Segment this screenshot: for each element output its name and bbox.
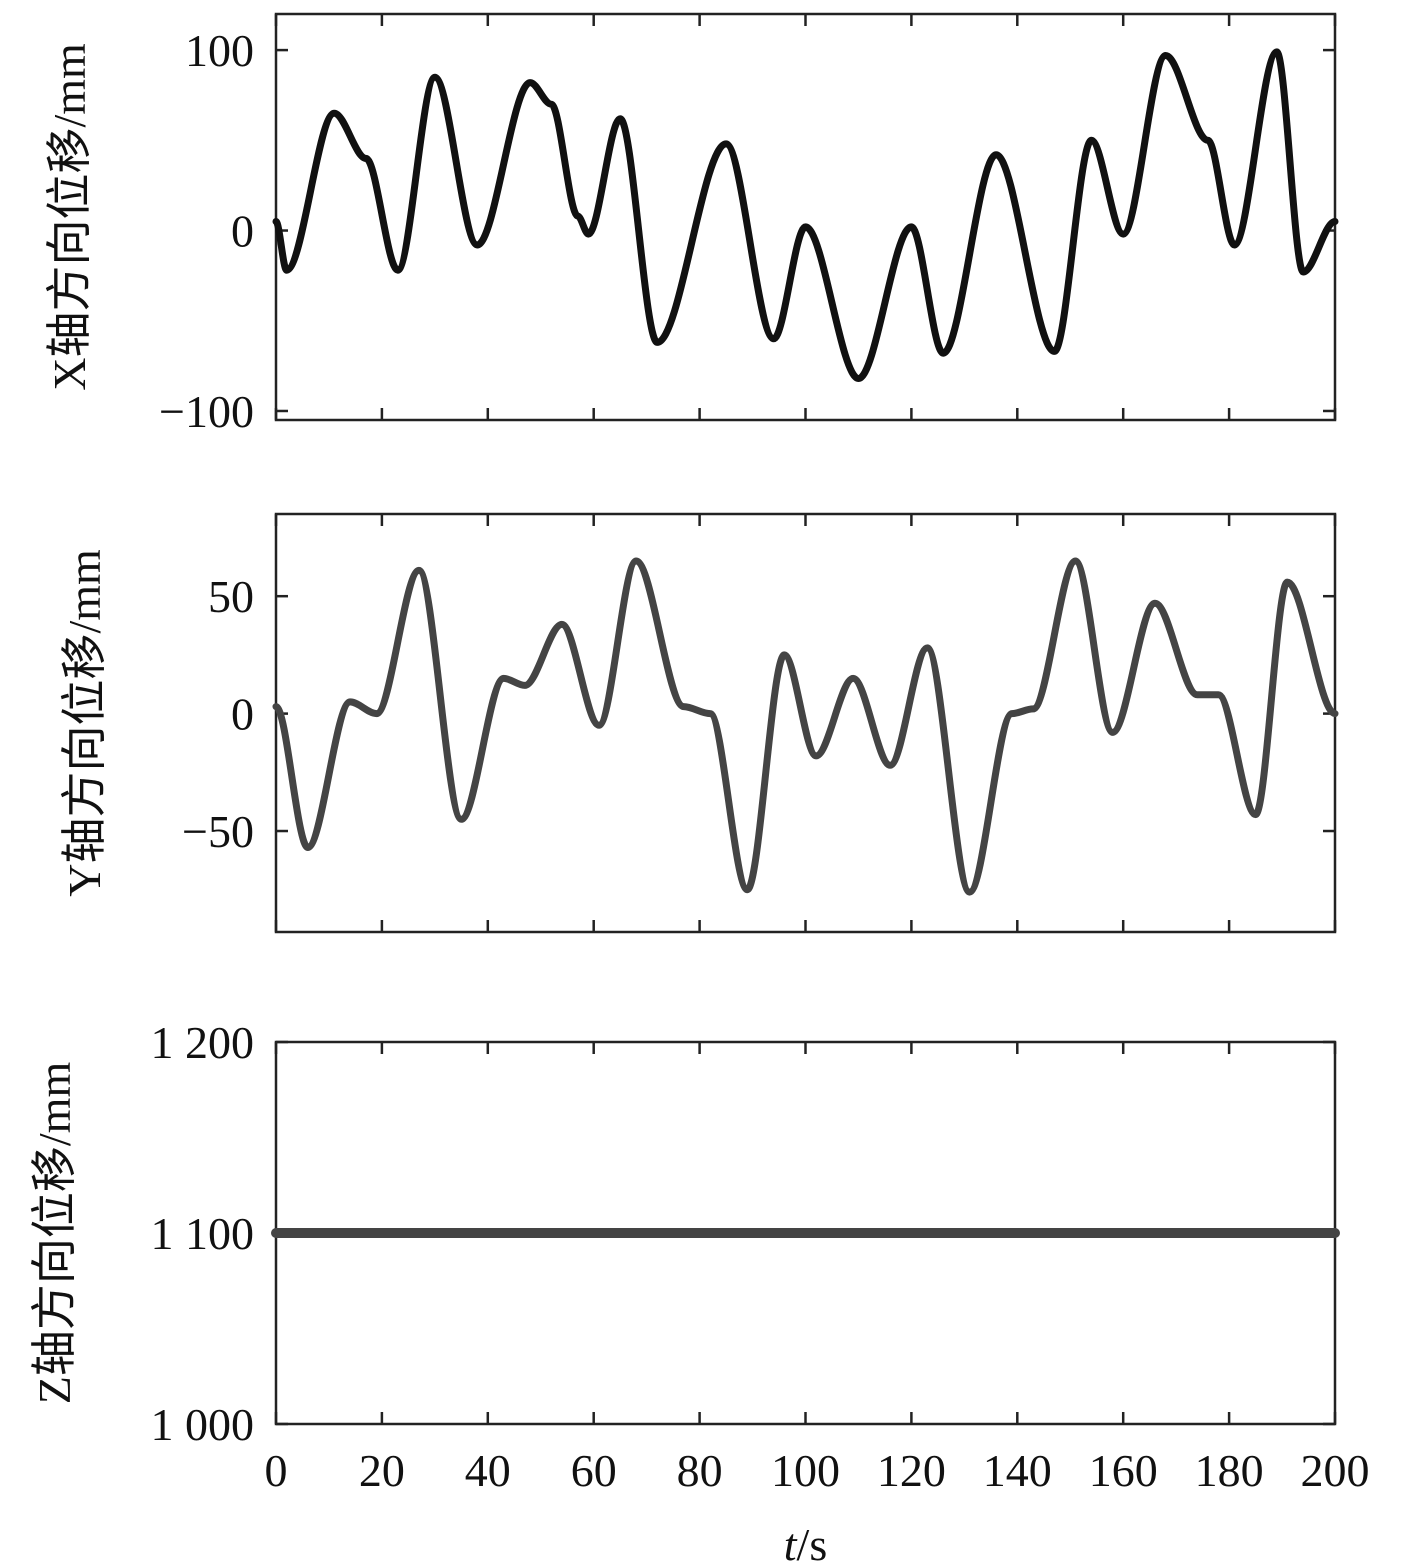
series-line: [272, 557, 1339, 896]
x-tick-label: 40: [465, 1445, 511, 1496]
y-tick-label: 50: [208, 571, 254, 622]
x-tick-label: 180: [1195, 1445, 1264, 1496]
panel-1: −100 0 100 X轴方向位移/mm: [44, 12, 1339, 437]
y-tick-label: 0: [231, 689, 254, 740]
y-tick-label: 1 000: [151, 1399, 255, 1450]
y-tick-label: 1 200: [151, 1017, 255, 1068]
x-tick-label: 80: [677, 1445, 723, 1496]
panel-2: −50 0 50 Y轴方向位移/mm: [59, 512, 1339, 934]
x-tick-label: 200: [1301, 1445, 1370, 1496]
y-tick-label: 100: [185, 25, 254, 76]
x-axis-title: t/s: [784, 1519, 827, 1567]
x-tick-label: 100: [771, 1445, 840, 1496]
x-tick-label: 120: [877, 1445, 946, 1496]
series-line: [272, 48, 1339, 382]
y-axis-title: Y轴方向位移/mm: [59, 549, 110, 897]
y-tick-label: −50: [182, 806, 254, 857]
panel-3: 1 000 1 100 1 200 Z轴方向位移/mm 0 20 40 60 80 100 120 1…: [29, 1017, 1370, 1567]
y-axis-title: Z轴方向位移/mm: [29, 1062, 80, 1405]
x-tick-label: 20: [359, 1445, 405, 1496]
y-tick-label: −100: [159, 386, 254, 437]
x-tick-label: 160: [1089, 1445, 1158, 1496]
x-tick-label: 140: [983, 1445, 1052, 1496]
y-tick-label: 1 100: [151, 1208, 255, 1259]
x-tick-label: 0: [265, 1445, 288, 1496]
y-axis-title: X轴方向位移/mm: [44, 43, 95, 391]
x-tick-label: 60: [571, 1445, 617, 1496]
y-tick-label: 0: [231, 206, 254, 257]
